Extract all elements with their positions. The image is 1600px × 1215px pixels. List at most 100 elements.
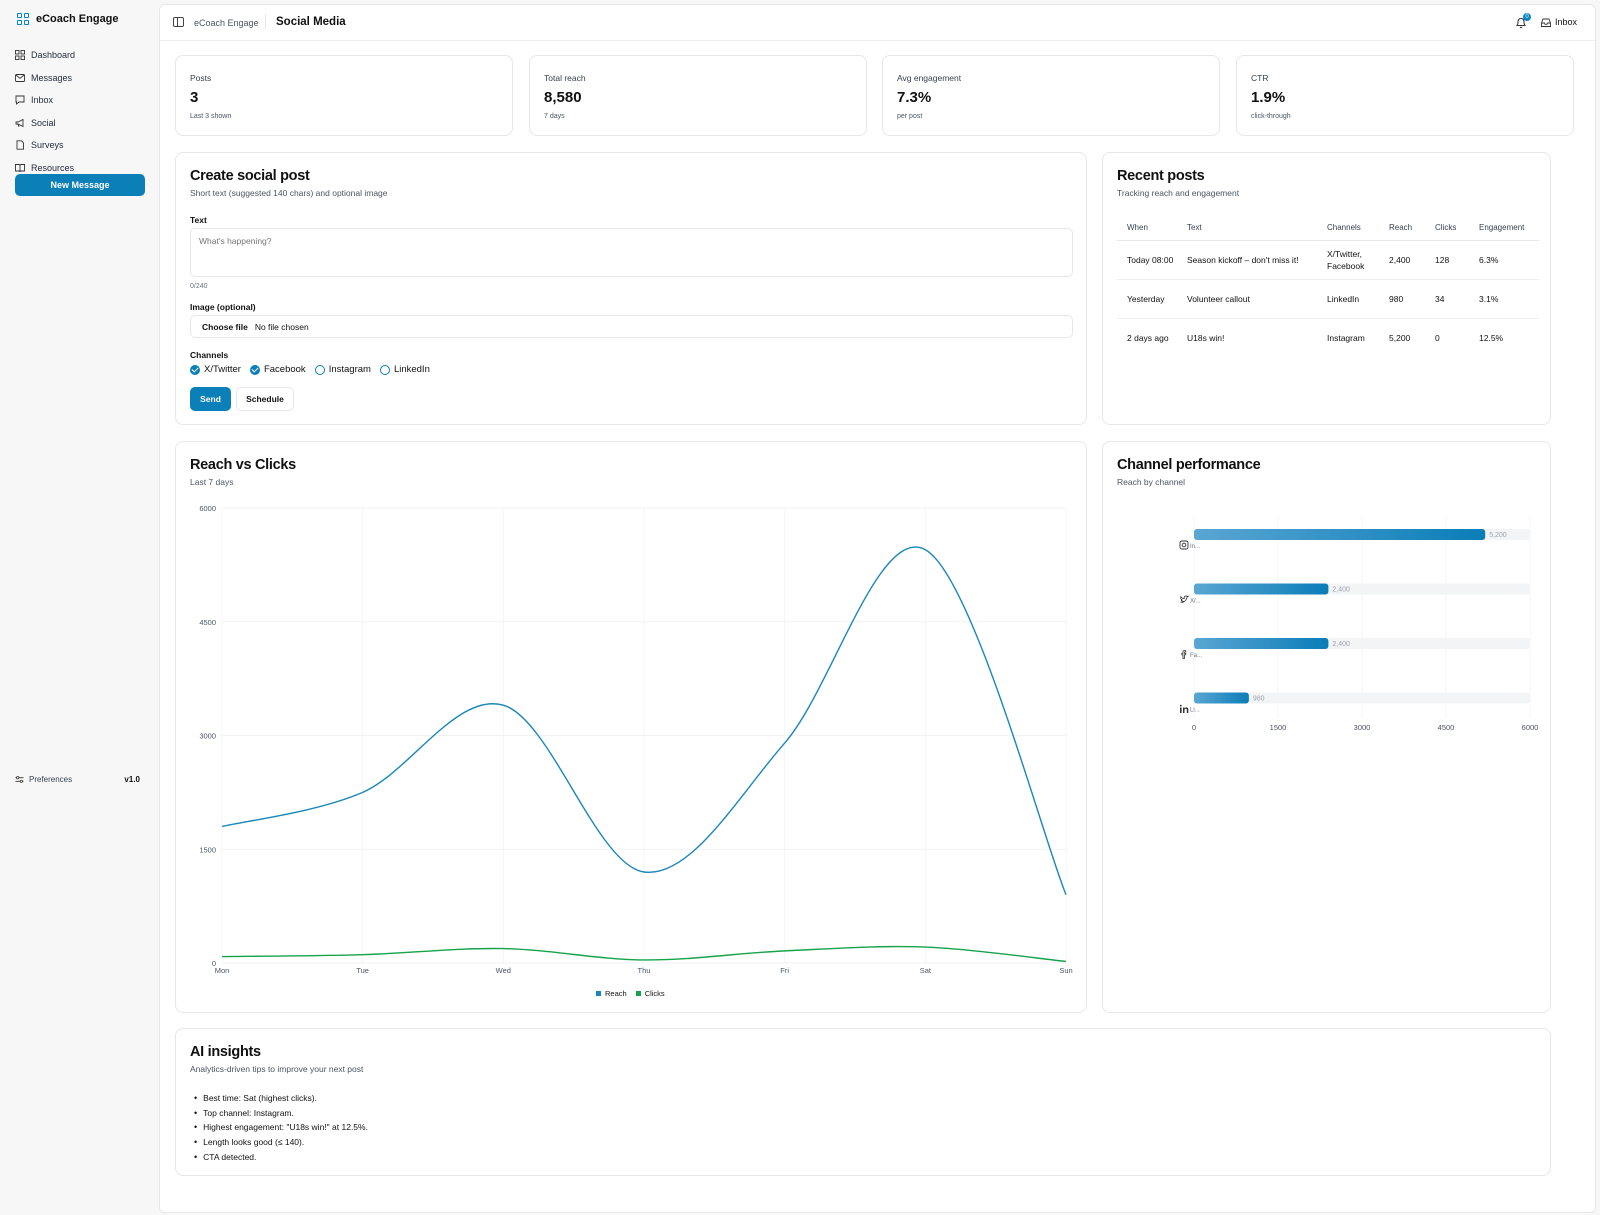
mail-icon (15, 73, 25, 82)
cell-when: Today 08:00 (1117, 240, 1177, 280)
cell-engagement: 12.5% (1479, 332, 1504, 343)
bar (1194, 529, 1486, 540)
breadcrumb-app[interactable]: eCoach Engage (194, 18, 259, 28)
post-text-input[interactable] (190, 228, 1073, 277)
cell-text: Volunteer callout (1177, 279, 1317, 319)
bell-icon[interactable] (1515, 16, 1527, 29)
icon-part (1180, 595, 1190, 603)
x-tick-label: Tue (356, 966, 369, 975)
stat-value: 8,580 (544, 89, 582, 106)
x-tick-label: 4500 (1438, 723, 1455, 732)
sidebar-toggle-icon[interactable] (173, 17, 184, 27)
insight-item: Length looks good (≤ 140). (190, 1135, 368, 1150)
legend-swatch (596, 991, 601, 996)
bar-value-label: 2,400 (1332, 641, 1350, 648)
channel-linkedin[interactable]: LinkedIn (379, 364, 430, 375)
preferences-label: Preferences (29, 775, 73, 784)
preferences-link[interactable]: Preferences v1.0 (15, 775, 140, 784)
sidebar-item-dashboard[interactable]: Dashboard (15, 44, 145, 67)
checkbox-checked[interactable] (190, 364, 200, 375)
inbox-label: Inbox (1555, 17, 1578, 27)
table-header-row: When Text Channels Reach Clicks Engageme… (1117, 216, 1539, 241)
legend-item-clicks[interactable]: Clicks (635, 989, 665, 998)
channel-bar-chart: 0 1500 3000 4500 6000 5,200 In... 2,400 X/... 2,4… (1179, 517, 1539, 732)
channel-label: Facebook (263, 364, 306, 375)
stat-label: Avg engagement (897, 73, 962, 83)
channel-checkboxes: X/Twitter Facebook Instagram LinkedIn (190, 364, 430, 375)
channel-facebook[interactable]: Facebook (249, 364, 306, 375)
y-tick-label: 4500 (199, 618, 216, 627)
instagram-icon (1179, 540, 1189, 550)
channel-label: LinkedIn (393, 364, 430, 375)
x-tick-label: 6000 (1522, 723, 1539, 732)
channel-instagram[interactable]: Instagram (314, 364, 371, 375)
checkbox-unchecked[interactable] (379, 364, 390, 375)
reach-clicks-card: Reach vs Clicks Last 7 days 6000 4500 3000… (175, 441, 1087, 1013)
version-badge: v1.0 (124, 775, 140, 784)
stat-sub: per post (897, 113, 923, 120)
card-subtitle: Short text (suggested 140 chars) and opt… (190, 188, 388, 198)
icon-part (1181, 542, 1187, 548)
legend-item-reach[interactable]: Reach (596, 989, 627, 998)
insight-item: Highest engagement: "U18s win!" at 12.5%… (190, 1120, 368, 1135)
column-header: Channels (1317, 216, 1379, 241)
x-tick-label: Thu (638, 966, 651, 975)
channel-x-twitter[interactable]: X/Twitter (190, 364, 241, 375)
table-row[interactable]: Yesterday Volunteer callout LinkedIn 980… (1117, 279, 1539, 319)
cell-reach: 980 (1379, 279, 1425, 319)
cell-when: Yesterday (1117, 279, 1177, 319)
category-label: In... (1190, 544, 1200, 550)
megaphone-icon (15, 118, 24, 127)
image-file-input[interactable]: Choose file No file chosen (190, 315, 1073, 338)
y-tick-label: 0 (212, 959, 216, 968)
new-message-button[interactable]: New Message (15, 174, 145, 196)
sidebar-item-label: Dashboard (31, 50, 76, 61)
chart-legend: Reach Clicks (596, 989, 665, 998)
sidebar-item-surveys[interactable]: Surveys (15, 134, 145, 157)
cell-text: U18s win! (1187, 332, 1225, 343)
ai-insights-card: AI insights Analytics-driven tips to imp… (175, 1028, 1551, 1176)
checkbox-checked[interactable] (249, 364, 260, 375)
insight-item: Best time: Sat (highest clicks). (190, 1091, 368, 1106)
table-row[interactable]: 2 days ago U18s win! Instagram 5,200 0 1… (1117, 318, 1539, 357)
sidebar: eCoach Engage Dashboard Messages Inbox S… (0, 0, 159, 1215)
x-tick-label: Fri (780, 966, 789, 975)
series-line-clicks (221, 945, 1067, 963)
sidebar-item-social[interactable]: Social (15, 112, 145, 135)
app-logo-icon (17, 13, 29, 25)
y-tick-label: 1500 (199, 845, 216, 854)
cell-reach: 2,400 (1379, 240, 1425, 280)
sidebar-item-inbox[interactable]: Inbox (15, 89, 145, 112)
table-row[interactable]: Today 08:00 Season kickoff – don't miss … (1117, 240, 1539, 280)
inbox-icon (1541, 18, 1551, 27)
cell-clicks: 128 (1425, 240, 1469, 280)
stat-sub: click-through (1251, 113, 1291, 120)
y-tick-label: 6000 (199, 504, 216, 513)
page-title: Social Media (276, 16, 346, 28)
choose-file-button[interactable]: Choose file (202, 321, 248, 332)
cell-reach: 5,200 (1389, 332, 1411, 343)
column-header: Engagement (1469, 216, 1539, 241)
x-tick-label: Sun (1059, 966, 1072, 975)
sidebar-item-label: Inbox (31, 95, 54, 106)
card-subtitle: Reach by channel (1117, 477, 1186, 487)
sliders-icon (15, 776, 24, 783)
card-subtitle: Last 7 days (190, 477, 234, 487)
column-header: Reach (1379, 216, 1425, 241)
inbox-button[interactable]: Inbox (1541, 17, 1577, 27)
legend-label: Clicks (644, 989, 665, 998)
brand[interactable]: eCoach Engage (17, 13, 119, 25)
card-title: Reach vs Clicks (190, 457, 296, 473)
twitter-icon (1180, 595, 1190, 603)
checkbox-unchecked[interactable] (314, 364, 325, 375)
chat-icon (15, 95, 25, 106)
schedule-button[interactable]: Schedule (236, 387, 294, 411)
legend-label: Reach (605, 989, 627, 998)
bar (1194, 638, 1329, 649)
icon-part (1180, 707, 1182, 713)
sidebar-item-messages[interactable]: Messages (15, 67, 145, 90)
sidebar-item-resources[interactable]: Resources (15, 157, 145, 180)
category-label: Li... (1190, 708, 1200, 714)
bar-value-label: 5,200 (1489, 532, 1507, 539)
send-button[interactable]: Send (190, 387, 231, 411)
